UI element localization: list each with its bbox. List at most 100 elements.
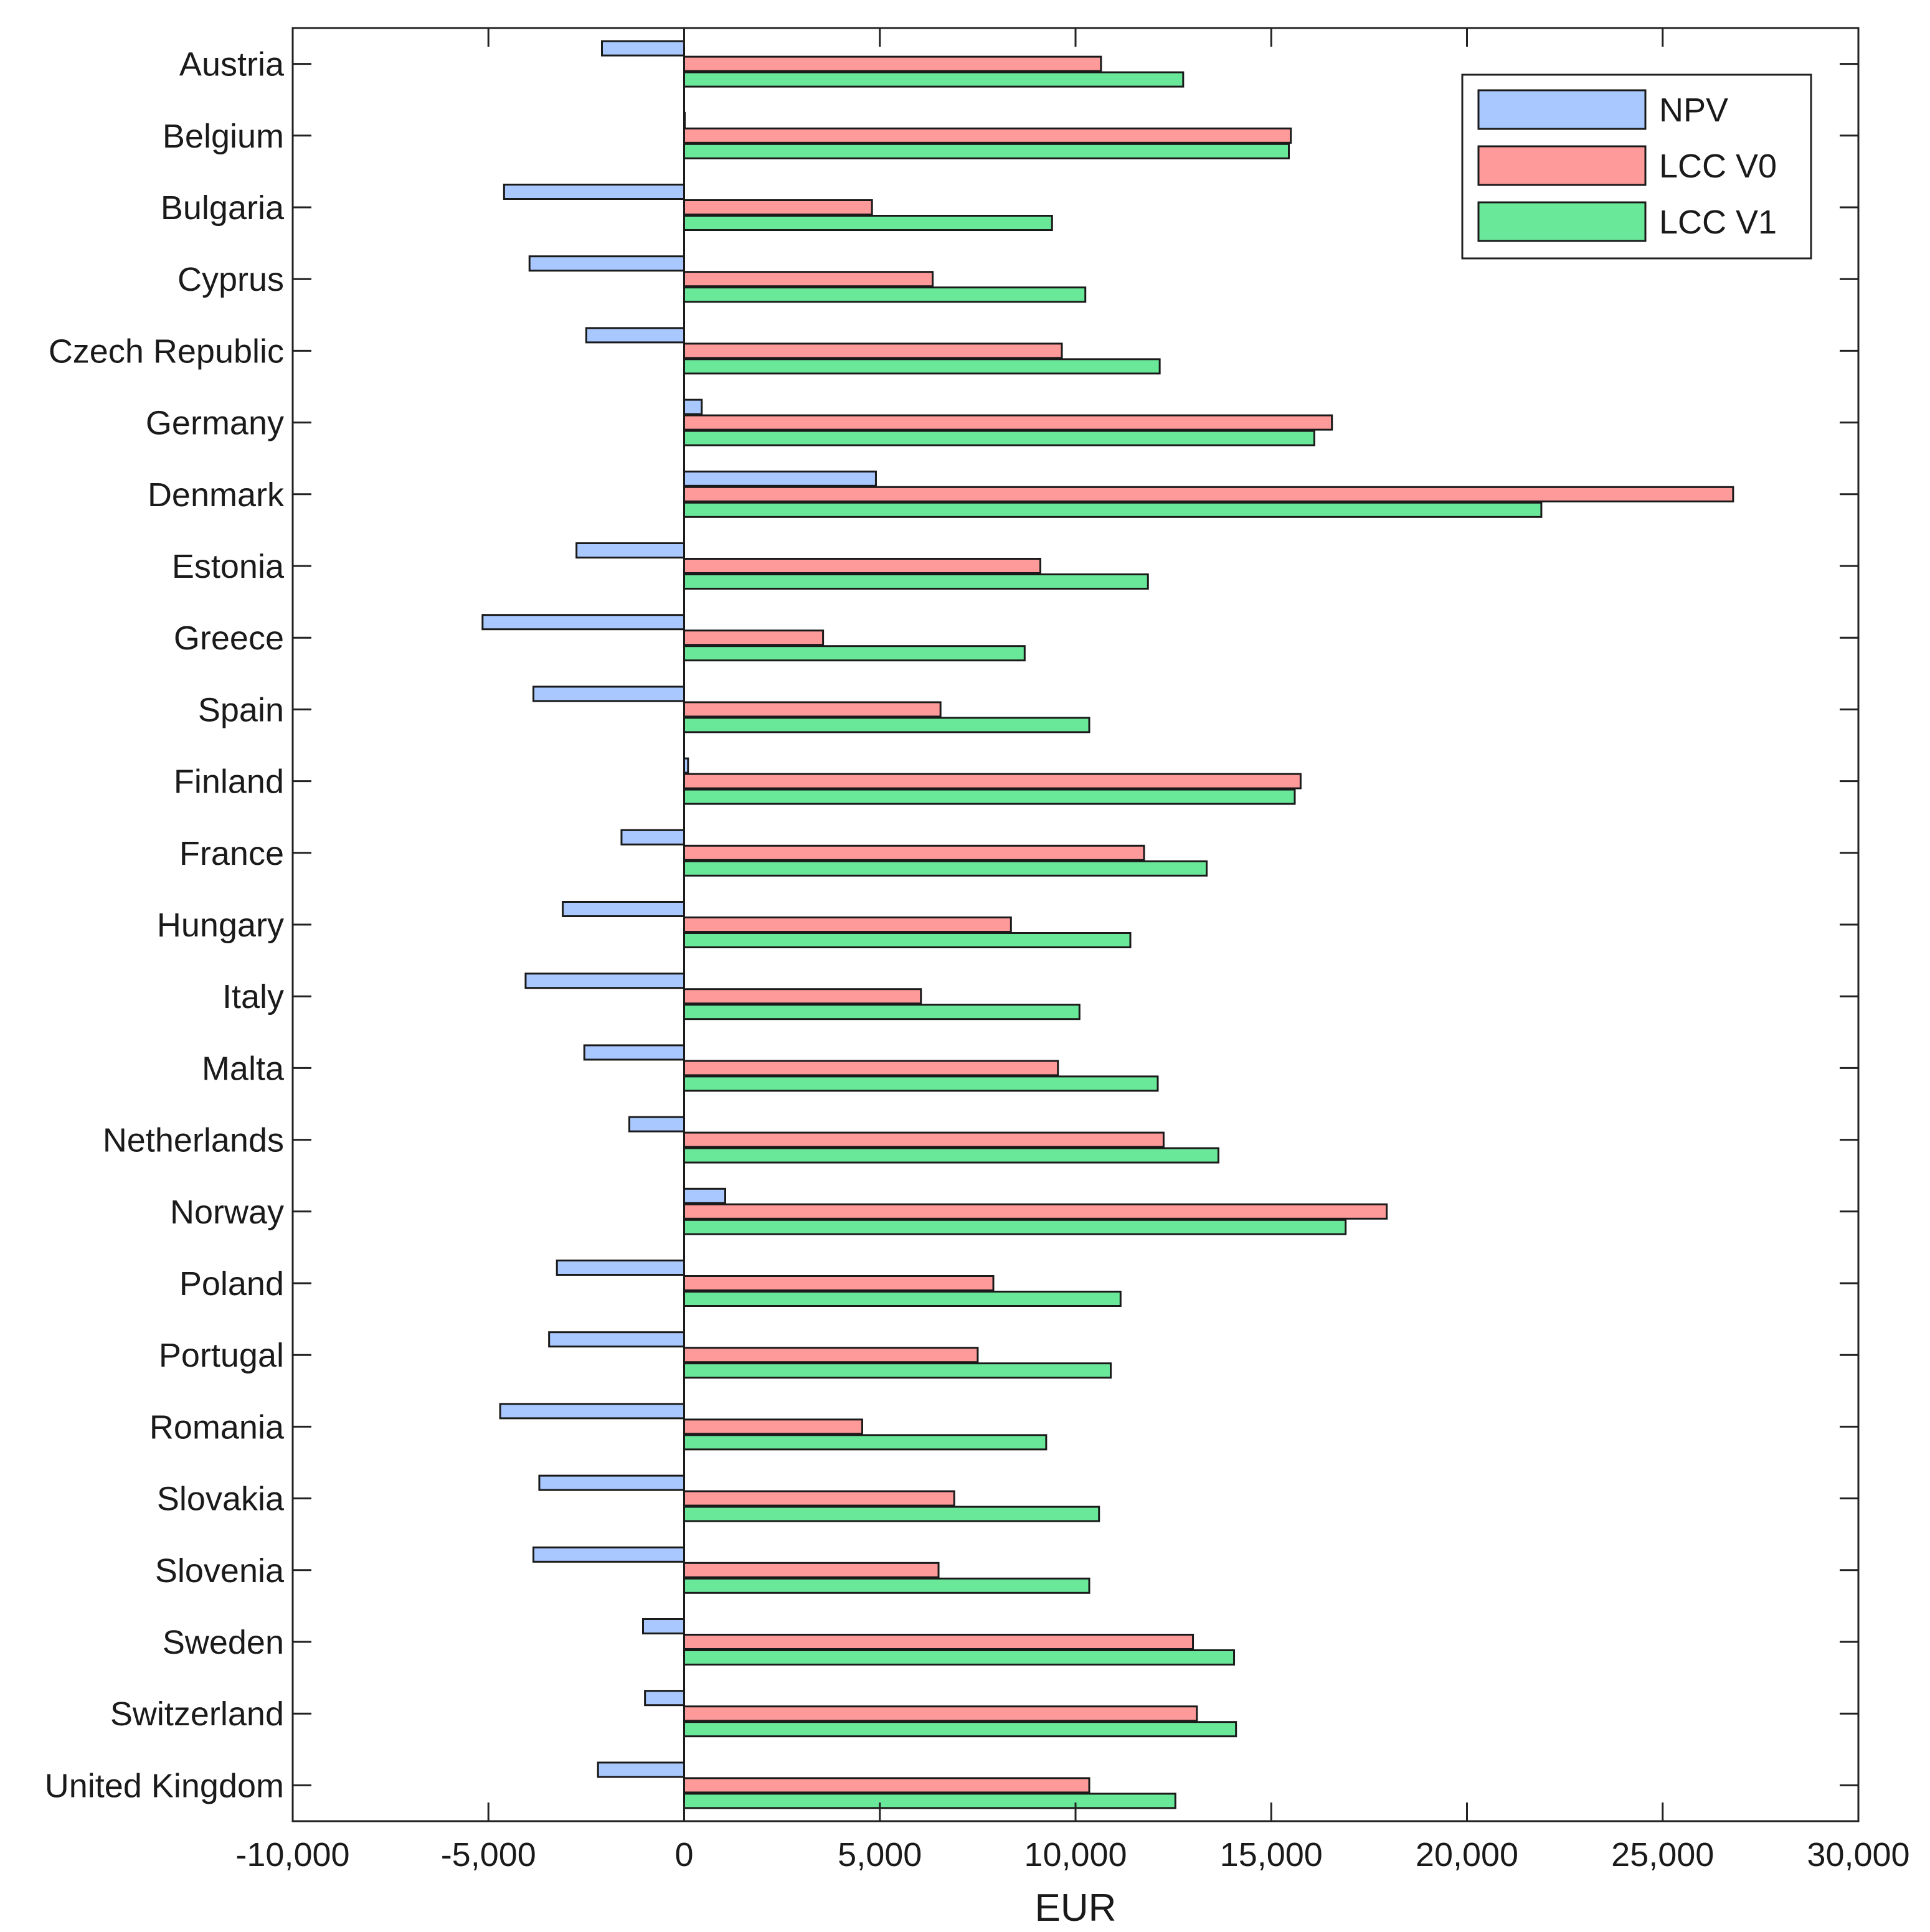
bar-lcc-v0 [683, 988, 922, 1005]
bar-npv [503, 184, 685, 200]
bar-npv [583, 1044, 685, 1061]
bar-lcc-v1 [683, 143, 1290, 159]
y-tick-label: Czech Republic [49, 332, 284, 370]
bar-lcc-v0 [683, 342, 1063, 359]
y-tick-label: Poland [179, 1265, 284, 1303]
bar-lcc-v0 [683, 127, 1292, 144]
bar-npv [683, 470, 877, 487]
bar-npv [499, 1403, 685, 1420]
bar-lcc-v1 [683, 1506, 1100, 1522]
y-tick-label: Cyprus [177, 261, 284, 298]
ticks-group: Austria Belgium Bulgaria Cyprus Czech Republ… [45, 28, 1910, 1873]
bar-lcc-v1 [683, 717, 1090, 733]
bar-lcc-v1 [683, 1434, 1048, 1451]
x-tick-label: 30,000 [1807, 1836, 1909, 1873]
bar-lcc-v0 [683, 55, 1102, 72]
bar-lcc-v1 [683, 215, 1053, 231]
y-tick-label: Netherlands [103, 1122, 284, 1159]
x-tick-label: -10,000 [235, 1836, 349, 1873]
bar-lcc-v1 [683, 1649, 1236, 1666]
legend-label: NPV [1659, 92, 1728, 129]
bar-lcc-v1 [683, 358, 1161, 375]
bar-npv [601, 40, 686, 57]
legend-label: LCC V1 [1659, 204, 1777, 241]
bar-lcc-v0 [683, 629, 825, 646]
x-tick-label: 10,000 [1024, 1836, 1127, 1873]
bar-npv [683, 1187, 726, 1204]
bar-lcc-v0 [683, 773, 1302, 789]
y-tick-label: France [179, 835, 284, 872]
bar-lcc-v1 [683, 645, 1026, 662]
y-tick-label: Switzerland [110, 1695, 284, 1733]
bar-lcc-v1 [683, 1577, 1090, 1594]
bar-lcc-v1 [683, 1004, 1081, 1020]
bar-lcc-v1 [683, 1291, 1122, 1307]
bar-npv [620, 829, 685, 846]
bar-lcc-v0 [683, 486, 1734, 502]
bar-lcc-v1 [683, 1218, 1347, 1235]
legend-swatch [1477, 201, 1647, 242]
bar-lcc-v1 [683, 1362, 1112, 1379]
x-tick-label: 0 [674, 1836, 693, 1873]
x-axis-title: EUR [1035, 1887, 1117, 1930]
bar-npv [628, 1116, 686, 1133]
y-tick-label: Austria [179, 46, 285, 83]
bar-npv [597, 1761, 685, 1778]
bar-lcc-v1 [683, 71, 1185, 88]
bar-lcc-v1 [683, 1793, 1176, 1809]
x-tick-label: 20,000 [1416, 1836, 1518, 1873]
bar-lcc-v0 [683, 1347, 979, 1364]
bar-npv [683, 398, 703, 415]
bar-lcc-v0 [683, 1705, 1198, 1722]
bar-lcc-v1 [683, 501, 1543, 518]
bars-group [481, 40, 1734, 1809]
bar-lcc-v1 [683, 1075, 1159, 1092]
bar-lcc-v0 [683, 1490, 955, 1507]
bar-lcc-v0 [683, 199, 873, 215]
bar-npv [585, 327, 685, 344]
y-tick-label: Malta [202, 1050, 285, 1087]
bar-lcc-v0 [683, 1131, 1165, 1148]
y-tick-label: Romania [149, 1408, 285, 1446]
legend-label: LCC V0 [1659, 148, 1777, 185]
bar-npv [642, 1618, 685, 1634]
bar-npv [528, 255, 685, 272]
bar-lcc-v1 [683, 788, 1296, 805]
legend-swatch [1477, 145, 1647, 186]
bar-lcc-v0 [683, 558, 1041, 574]
bar-npv [556, 1260, 685, 1276]
x-tick-label: 25,000 [1611, 1836, 1714, 1873]
bar-lcc-v1 [683, 860, 1208, 877]
bar-lcc-v0 [683, 414, 1333, 431]
bar-lcc-v1 [683, 430, 1315, 446]
bar-lcc-v0 [683, 271, 934, 288]
bar-lcc-v0 [683, 1777, 1090, 1794]
bar-npv [538, 1474, 686, 1491]
bar-lcc-v0 [683, 1060, 1059, 1077]
bar-npv [481, 614, 685, 631]
bar-lcc-v0 [683, 1418, 863, 1435]
y-tick-label: Denmark [148, 476, 285, 514]
legend: NPV LCC V0 LCC V1 [1461, 73, 1812, 260]
y-tick-label: Finland [174, 763, 284, 801]
bar-lcc-v1 [683, 1147, 1219, 1164]
bar-npv [575, 542, 685, 558]
y-tick-label: Norway [170, 1194, 284, 1231]
y-tick-label: Belgium [163, 118, 284, 155]
bar-lcc-v0 [683, 701, 942, 718]
y-tick-label: Slovenia [155, 1552, 285, 1590]
bar-lcc-v1 [683, 573, 1149, 590]
y-tick-label: Portugal [159, 1337, 284, 1374]
bar-npv [548, 1331, 685, 1348]
bar-lcc-v0 [683, 1562, 940, 1578]
y-tick-label: Spain [198, 691, 284, 728]
y-tick-label: Greece [174, 620, 284, 657]
legend-swatch [1477, 89, 1647, 130]
plot-frame [291, 27, 1860, 1822]
y-tick-label: Sweden [163, 1624, 284, 1661]
bar-lcc-v0 [683, 1203, 1388, 1220]
bar-npv [562, 901, 685, 917]
y-tick-label: Italy [222, 978, 284, 1015]
y-tick-label: Germany [146, 405, 284, 442]
